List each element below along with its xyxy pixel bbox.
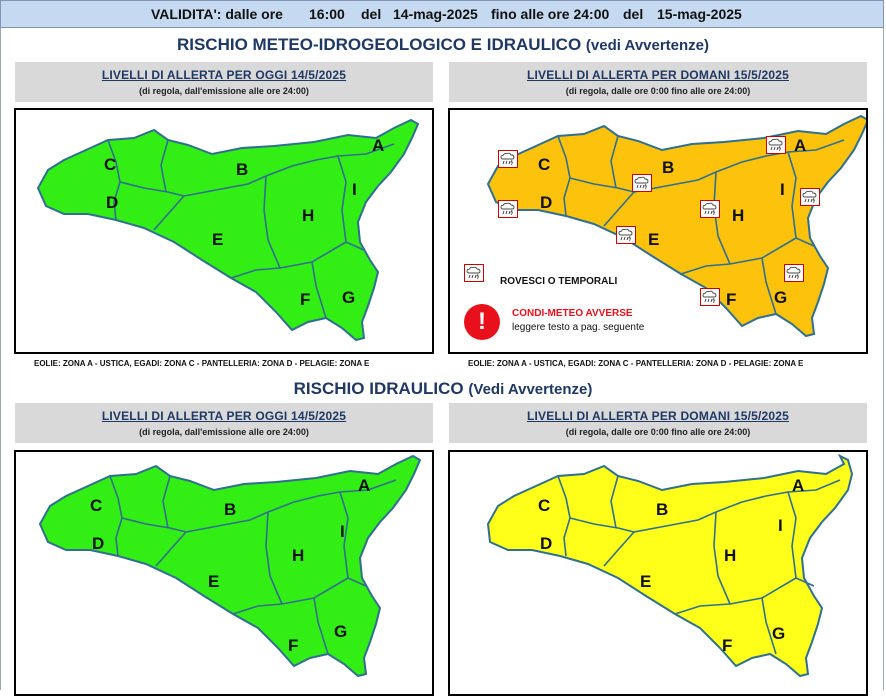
zone-label-f: F: [288, 636, 299, 655]
zone-label-c: C: [104, 155, 117, 174]
storm-icon: [498, 150, 518, 168]
zone-label-g: G: [774, 288, 788, 307]
zone-label-d: D: [106, 193, 119, 212]
zone-label-d: D: [540, 534, 553, 553]
storm-icon: [616, 226, 636, 244]
map-today-meteo: C D B A I H E F G: [14, 108, 434, 354]
legend-storm-icon: [464, 264, 484, 282]
zone-label-f: F: [726, 290, 737, 309]
zone-label-b: B: [236, 160, 249, 179]
panel-heading: LIVELLI DI ALLERTA PER DOMANI 15/5/2025: [526, 68, 790, 82]
storm-icon: [632, 174, 652, 192]
zone-label-i: I: [778, 516, 783, 535]
validity-label: VALIDITA': dalle ore: [151, 6, 283, 22]
validity-del-2: del: [623, 6, 644, 22]
panel-today-idraulico-header: LIVELLI DI ALLERTA PER OGGI 14/5/2025 (d…: [15, 403, 433, 443]
storm-icon: [800, 188, 820, 206]
zone-label-b: B: [656, 500, 669, 519]
zone-label-i: I: [352, 180, 357, 199]
islands-note-right: EOLIE: ZONA A - USTICA, EGADI: ZONA C - …: [468, 359, 804, 368]
panel-today-meteo-header: LIVELLI DI ALLERTA PER OGGI 14/5/2025 (d…: [15, 62, 433, 102]
zone-label-c: C: [538, 155, 551, 174]
section-idraulico-title-text: RISCHIO IDRAULICO: [293, 379, 464, 398]
panel-note: (di regola, dalle ore 0:00 fino alle ore…: [565, 427, 751, 437]
storm-icon: [766, 136, 786, 154]
map-tomorrow-idraulico: C D B A I H E F G: [448, 450, 868, 696]
sicily-map: [486, 453, 854, 678]
zone-label-f: F: [300, 290, 311, 309]
legend-adverse-sub: leggere testo a pag. seguente: [512, 322, 645, 333]
section-idraulico-subtitle: (Vedi Avvertenze): [468, 381, 593, 398]
panel-heading: LIVELLI DI ALLERTA PER OGGI 14/5/2025: [101, 68, 347, 82]
zone-label-i: I: [780, 180, 785, 199]
zone-label-e: E: [208, 572, 220, 591]
validity-to-date: 15-mag-2025: [657, 6, 742, 22]
zone-label-b: B: [224, 500, 237, 519]
zone-label-e: E: [648, 230, 660, 249]
islands-note-left: EOLIE: ZONA A - USTICA, EGADI: ZONA C - …: [34, 359, 370, 368]
zone-label-g: G: [772, 624, 786, 643]
zone-label-a: A: [792, 476, 805, 495]
panel-heading: LIVELLI DI ALLERTA PER OGGI 14/5/2025: [101, 409, 347, 423]
sicily-map: [36, 118, 420, 342]
panel-tomorrow-meteo-header: LIVELLI DI ALLERTA PER DOMANI 15/5/2025 …: [449, 62, 867, 102]
zone-label-c: C: [538, 496, 551, 515]
legend-storms-label: ROVESCI O TEMPORALI: [500, 276, 618, 287]
zone-label-g: G: [342, 288, 356, 307]
storm-icon: [700, 288, 720, 306]
section-meteo-title: RISCHIO METEO-IDROGEOLOGICO E IDRAULICO …: [0, 35, 886, 55]
zone-label-f: F: [722, 636, 733, 655]
zone-label-e: E: [212, 230, 224, 249]
zone-label-h: H: [732, 206, 745, 225]
zone-label-a: A: [372, 136, 385, 155]
sicily-map: [38, 454, 422, 678]
legend-adverse-title: CONDI-METEO AVVERSE: [512, 308, 633, 319]
zone-label-a: A: [358, 476, 371, 495]
section-idraulico-title: RISCHIO IDRAULICO (Vedi Avvertenze): [0, 379, 886, 399]
section-meteo-title-text: RISCHIO METEO-IDROGEOLOGICO E IDRAULICO: [176, 35, 582, 54]
zone-label-h: H: [292, 546, 305, 565]
validity-del-1: del: [361, 6, 382, 22]
panel-tomorrow-idraulico-header: LIVELLI DI ALLERTA PER DOMANI 15/5/2025 …: [449, 403, 867, 443]
validity-bar: VALIDITA': dalle ore 16:00 del 14-mag-20…: [0, 0, 884, 28]
panel-heading: LIVELLI DI ALLERTA PER DOMANI 15/5/2025: [526, 409, 790, 423]
page-frame: [0, 28, 884, 690]
zone-label-d: D: [540, 193, 553, 212]
zone-label-b: B: [662, 158, 675, 177]
storm-icon: [700, 200, 720, 218]
validity-from-date: 14-mag-2025: [393, 6, 478, 22]
zone-label-i: I: [340, 522, 345, 541]
validity-from-time: 16:00: [309, 6, 345, 22]
validity-until: fino alle ore 24:00: [491, 6, 610, 22]
zone-label-c: C: [90, 496, 103, 515]
panel-note: (di regola, dall'emissione alle ore 24:0…: [139, 86, 309, 96]
storm-icon: [784, 264, 804, 282]
map-tomorrow-meteo: C D B A I H E F G ROVESCI O TEMPORALI ! …: [448, 108, 868, 354]
zone-label-g: G: [334, 622, 348, 641]
panel-note: (di regola, dall'emissione alle ore 24:0…: [139, 427, 309, 437]
panel-note: (di regola, dalle ore 0:00 fino alle ore…: [565, 86, 751, 96]
zone-label-h: H: [302, 206, 315, 225]
zone-label-a: A: [794, 136, 807, 155]
storm-icon: [498, 200, 518, 218]
alert-icon: !: [464, 304, 500, 340]
zone-label-h: H: [724, 546, 737, 565]
zone-label-e: E: [640, 572, 652, 591]
section-meteo-subtitle: (vedi Avvertenze): [585, 37, 710, 54]
sicily-map: [486, 114, 866, 338]
map-today-idraulico: C D B A I H E F G: [14, 450, 434, 696]
zone-label-d: D: [92, 534, 105, 553]
